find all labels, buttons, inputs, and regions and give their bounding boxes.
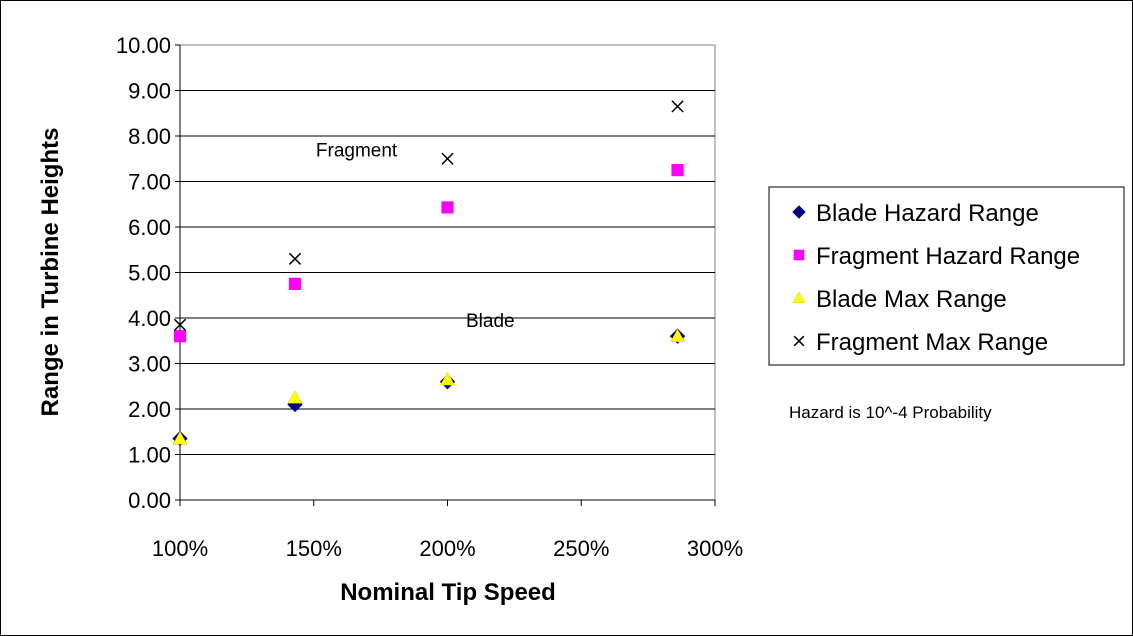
legend-label: Fragment Hazard Range (816, 243, 1080, 270)
x-tick-label: 100% (152, 536, 208, 561)
x-marker-stroke (173, 318, 187, 331)
y-tick-label: 9.00 (128, 79, 171, 104)
legend-marker-square (793, 249, 805, 261)
data-point-x (441, 152, 454, 165)
y-tick-label: 2.00 (128, 397, 171, 422)
legend-label: Blade Max Range (816, 286, 1007, 313)
legend-label: Blade Hazard Range (816, 200, 1039, 227)
y-tick-label: 5.00 (128, 261, 171, 286)
data-point-triangle (670, 328, 685, 343)
y-axis-title: Range in Turbine Heights (37, 128, 64, 417)
data-point-x (173, 318, 187, 331)
legend-marker-triangle (792, 291, 806, 304)
y-tick-label: 8.00 (128, 124, 171, 149)
x-marker-stroke (793, 335, 805, 347)
legend-box (768, 186, 1125, 366)
data-point-triangle (172, 431, 188, 445)
y-tick-label: 10.00 (116, 33, 171, 58)
annotation-fragment: Fragment (316, 140, 398, 161)
x-tick-label: 150% (286, 536, 342, 561)
legend-marker-x (793, 335, 805, 347)
y-tick-label: 1.00 (128, 443, 171, 468)
y-tick-label: 6.00 (128, 215, 171, 240)
x-marker-stroke (441, 152, 454, 165)
x-marker-stroke (288, 252, 302, 265)
x-tick-label: 200% (419, 536, 475, 561)
data-point-triangle (440, 371, 455, 386)
data-point-square (173, 330, 187, 343)
y-tick-label: 0.00 (128, 488, 171, 513)
data-point-x (288, 252, 302, 265)
y-tick-label: 3.00 (128, 352, 171, 377)
legend-marker-diamond (792, 205, 806, 219)
data-point-square (441, 201, 454, 214)
data-point-x (671, 100, 684, 113)
data-point-square (671, 164, 684, 177)
x-axis-title: Nominal Tip Speed (340, 579, 556, 606)
data-point-square (288, 277, 302, 290)
annotation-blade: Blade (466, 311, 515, 332)
hazard-note: Hazard is 10^-4 Probability (789, 403, 992, 422)
x-marker-stroke (671, 100, 684, 113)
legend-label: Fragment Max Range (816, 329, 1048, 356)
legend: Blade Hazard Range Fragment Hazard Range B… (768, 186, 1125, 366)
data-point-triangle (287, 390, 303, 404)
x-tick-label: 250% (553, 536, 609, 561)
x-tick-label: 300% (687, 536, 743, 561)
plot-area: 0.00 1.00 2.00 3.00 4.00 5.00 6.00 7.00 8.00 9.00… (116, 33, 743, 561)
y-tick-label: 7.00 (128, 170, 171, 195)
y-tick-label: 4.00 (128, 306, 171, 331)
